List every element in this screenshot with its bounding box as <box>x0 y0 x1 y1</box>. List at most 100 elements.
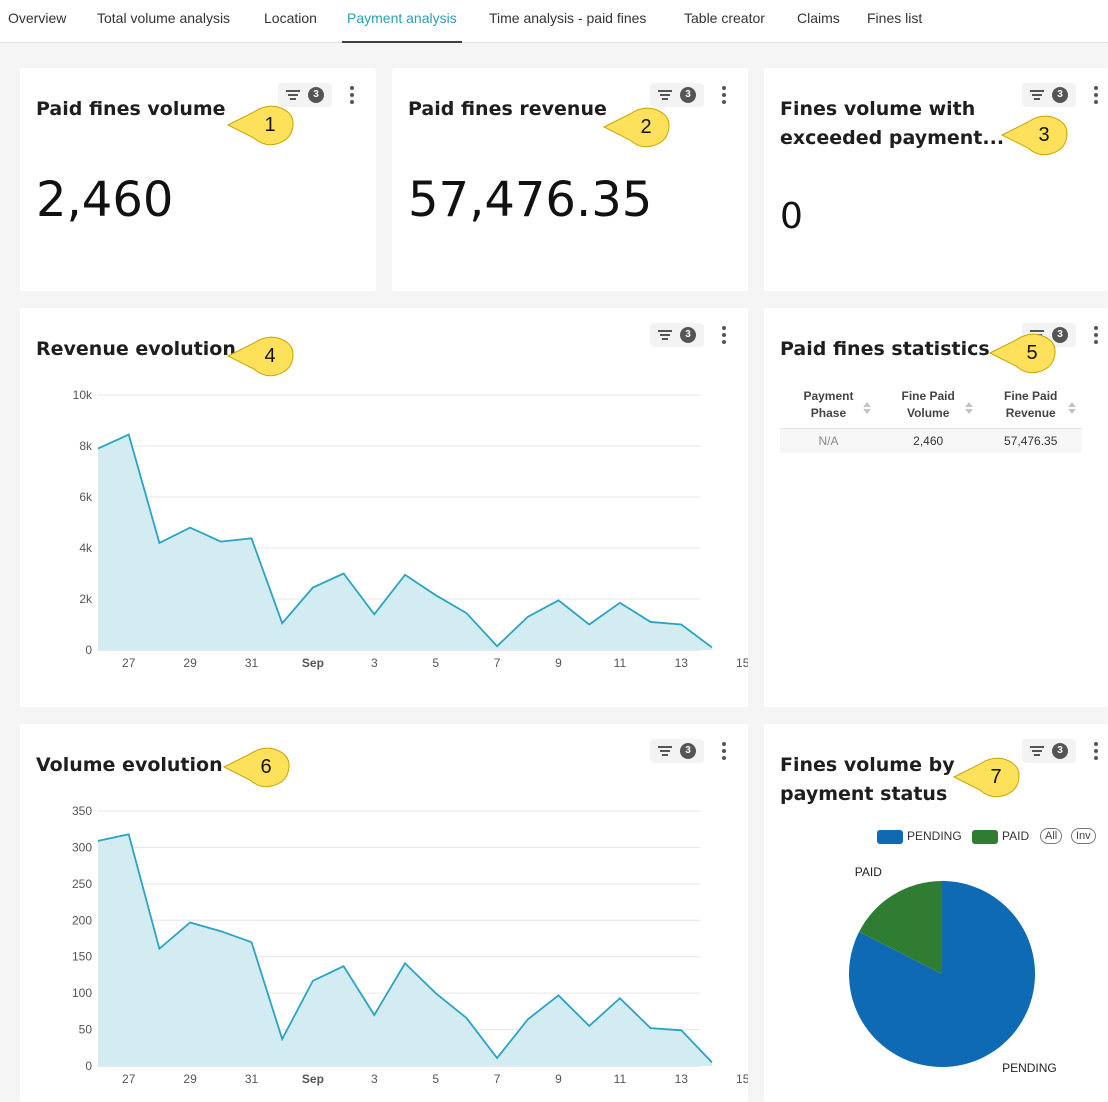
card-title-line: exceeded payment... <box>780 127 1005 149</box>
legend-invert-button[interactable]: Inv <box>1071 828 1096 844</box>
header-line: Payment <box>803 389 854 403</box>
filter-icon <box>658 746 672 756</box>
tab-time-analysis-paid-fines[interactable]: Time analysis - paid fines <box>489 10 647 26</box>
callout-number: 6 <box>260 756 272 778</box>
filter-count-badge: 3 <box>1052 743 1068 759</box>
exceeded-payment-card: Fines volume with exceeded payment... 3 … <box>764 68 1108 291</box>
tab-overview[interactable]: Overview <box>8 10 67 26</box>
x-tick-label: 9 <box>555 1072 562 1086</box>
series-area <box>98 834 712 1066</box>
volume-evolution-card: Volume evolution 3 6 0 50 100 150 200 250 300 3… <box>20 724 748 1102</box>
x-tick-label: 29 <box>183 1072 197 1086</box>
table-cell: N/A <box>780 428 877 453</box>
x-tick-label: 13 <box>675 656 689 670</box>
filter-count-badge: 3 <box>680 743 696 759</box>
more-options-icon[interactable] <box>1091 86 1101 106</box>
x-tick-label: 27 <box>122 1072 136 1086</box>
y-tick-label: 10k <box>73 388 93 402</box>
y-tick-label: 250 <box>72 877 92 891</box>
callout-marker: 4 <box>226 335 296 377</box>
sort-icon[interactable] <box>862 402 871 414</box>
tab-location[interactable]: Location <box>264 10 317 26</box>
more-options-icon[interactable] <box>719 326 729 346</box>
card-title-line: Fines volume with <box>780 98 976 120</box>
y-tick-label: 8k <box>79 439 93 453</box>
x-tick-label: 27 <box>122 656 136 670</box>
callout-marker: 6 <box>222 746 292 788</box>
legend-swatch-paid[interactable] <box>972 830 998 844</box>
dashboard-tabs: Overview Total volume analysis Location … <box>0 0 1108 43</box>
y-tick-label: 6k <box>79 490 93 504</box>
more-options-icon[interactable] <box>1091 326 1101 346</box>
more-options-icon[interactable] <box>719 86 729 106</box>
y-tick-label: 0 <box>85 643 92 657</box>
x-tick-label: 9 <box>555 656 562 670</box>
revenue-evolution-card: Revenue evolution 3 4 0 2k 4k 6k 8k 10k 27 29 31… <box>20 308 748 707</box>
payment-status-card: Fines volume by payment status 3 7 PENDI… <box>764 724 1108 1102</box>
more-options-icon[interactable] <box>719 742 729 762</box>
x-tick-label: 7 <box>494 656 501 670</box>
kpi-value: 0 <box>780 196 803 237</box>
tab-claims[interactable]: Claims <box>797 10 840 26</box>
callout-marker: 5 <box>988 332 1058 374</box>
paid-fines-statistics-card: Paid fines statistics 3 5 Payment Phase … <box>764 308 1108 707</box>
y-tick-label: 50 <box>79 1023 93 1037</box>
x-tick-label: 15 <box>736 656 748 670</box>
tab-total-volume-analysis[interactable]: Total volume analysis <box>97 10 231 26</box>
card-title: Paid fines revenue <box>408 98 607 120</box>
series-area <box>98 434 712 650</box>
filter-button[interactable]: 3 <box>1022 83 1076 107</box>
card-title: Paid fines volume <box>36 98 226 120</box>
filter-count-badge: 3 <box>680 87 696 103</box>
filter-icon <box>658 90 672 100</box>
sort-icon[interactable] <box>1068 402 1076 414</box>
filter-count-badge: 3 <box>1052 327 1068 343</box>
filter-button[interactable]: 3 <box>1022 739 1076 763</box>
x-tick-label: 13 <box>675 1072 689 1086</box>
header-line: Revenue <box>1005 406 1056 420</box>
card-title: Fines volume with exceeded payment... <box>780 95 1004 153</box>
callout-number: 3 <box>1038 124 1050 146</box>
filter-count-badge: 3 <box>1052 87 1068 103</box>
filter-icon <box>286 90 300 100</box>
paid-fines-revenue-card: Paid fines revenue 3 2 57,476.35 <box>392 68 748 291</box>
paid-fines-volume-card: Paid fines volume 3 1 2,460 <box>20 68 376 291</box>
callout-marker: 3 <box>1000 114 1070 156</box>
callout-marker: 7 <box>952 756 1022 798</box>
statistics-table: Payment Phase Fine Paid Volume Fine Paid… <box>780 384 1082 453</box>
filter-icon <box>658 330 672 340</box>
tab-table-creator[interactable]: Table creator <box>684 10 765 26</box>
filter-button[interactable]: 3 <box>650 323 704 347</box>
pie-legend: PENDING PAID All Inv <box>764 828 1108 848</box>
kpi-value: 57,476.35 <box>408 172 653 228</box>
table-cell: 2,460 <box>876 428 980 453</box>
callout-marker: 1 <box>226 104 296 146</box>
kpi-value: 2,460 <box>36 172 174 228</box>
x-tick-label: 7 <box>494 1072 501 1086</box>
filter-button[interactable]: 3 <box>278 83 332 107</box>
card-title: Revenue evolution <box>36 338 236 360</box>
callout-number: 4 <box>264 345 276 367</box>
filter-count-badge: 3 <box>680 327 696 343</box>
tab-payment-analysis[interactable]: Payment analysis <box>342 0 462 43</box>
x-tick-label: 5 <box>432 1072 439 1086</box>
filter-button[interactable]: 3 <box>650 83 704 107</box>
filter-button[interactable]: 3 <box>650 739 704 763</box>
legend-select-all-button[interactable]: All <box>1040 828 1063 844</box>
legend-label-paid[interactable]: PAID <box>1002 829 1030 843</box>
column-header-fine-paid-volume[interactable]: Fine Paid Volume <box>876 384 980 429</box>
callout-number: 2 <box>640 116 652 138</box>
y-tick-label: 350 <box>72 804 92 818</box>
legend-label-pending[interactable]: PENDING <box>907 829 962 843</box>
column-header-payment-phase[interactable]: Payment Phase <box>780 384 877 429</box>
card-title: Paid fines statistics <box>780 338 990 360</box>
sort-icon[interactable] <box>965 402 974 414</box>
legend-swatch-pending[interactable] <box>877 830 903 844</box>
more-options-icon[interactable] <box>1091 742 1101 762</box>
revenue-evolution-chart: 0 2k 4k 6k 8k 10k 27 29 31 Sep 3 5 7 9 11 13 15 <box>73 388 748 670</box>
tab-fines-list[interactable]: Fines list <box>867 10 923 26</box>
series-line <box>97 833 713 1063</box>
more-options-icon[interactable] <box>347 86 357 106</box>
y-tick-label: 300 <box>72 840 92 854</box>
column-header-fine-paid-revenue[interactable]: Fine Paid Revenue <box>979 384 1082 429</box>
